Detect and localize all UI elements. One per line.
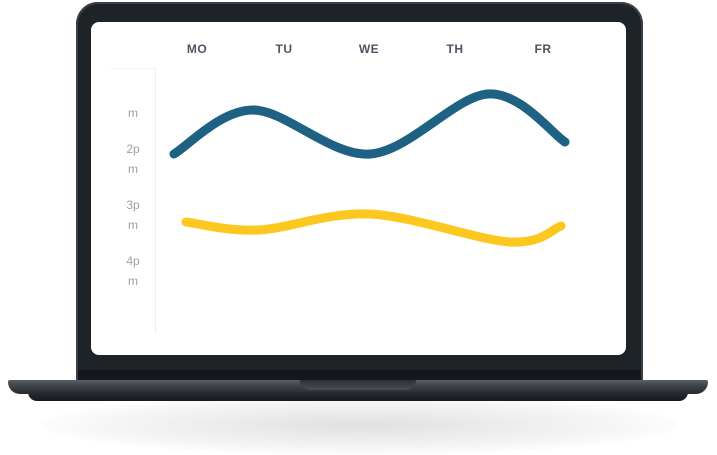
y-tick-label: 2p [126, 142, 140, 156]
y-tick-label: 3p [126, 198, 140, 212]
x-tick-label-fr: FR [534, 42, 552, 56]
laptop-screen [91, 22, 626, 355]
laptop-base-bottom [28, 392, 688, 401]
y-tick-label: m [128, 218, 138, 232]
x-tick-label-mo: MO [186, 42, 208, 56]
y-tick-label: 4p [126, 254, 140, 268]
y-tick-label: m [128, 162, 138, 176]
x-tick-label-th: TH [446, 42, 464, 56]
axis-top-line [110, 68, 156, 69]
laptop-hinge-notch [300, 380, 416, 390]
laptop-shadow [40, 395, 680, 455]
series-line-1 [169, 89, 570, 159]
y-axis-line [155, 68, 156, 334]
y-tick-label: m [128, 274, 138, 288]
x-tick-label-we: WE [358, 42, 380, 56]
series-line-2 [181, 209, 566, 247]
x-tick-label-tu: TU [275, 42, 293, 56]
y-tick-label: m [128, 106, 138, 120]
